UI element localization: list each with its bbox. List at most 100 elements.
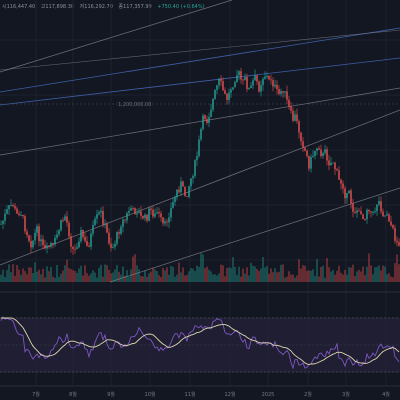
candle-body: [306, 150, 308, 156]
volume-bar: [254, 266, 256, 282]
candle-body: [4, 213, 6, 221]
volume-bar: [266, 265, 268, 282]
candle-body: [42, 239, 44, 245]
volume-bar: [156, 271, 158, 282]
candle-body: [20, 215, 22, 216]
candle-body: [58, 230, 60, 235]
candle-body: [30, 240, 32, 248]
candle-body: [396, 240, 398, 243]
volume-bar: [232, 257, 234, 282]
candle-body: [90, 233, 92, 247]
volume-bar: [292, 274, 294, 282]
volume-bar: [54, 277, 56, 282]
candle-body: [252, 80, 254, 86]
volume-bar: [126, 270, 128, 282]
volume-bar: [290, 274, 292, 282]
volume-bar: [100, 264, 102, 282]
candle-body: [254, 75, 256, 81]
volume-bar: [246, 267, 248, 282]
volume-bar: [16, 265, 18, 282]
volume-bar: [206, 266, 208, 282]
volume-bar: [250, 262, 252, 282]
candle-body: [238, 71, 240, 76]
candle-body: [202, 115, 204, 129]
volume-bar: [328, 267, 330, 282]
volume-bar: [46, 266, 48, 282]
volume-bar: [358, 269, 360, 282]
volume-bar: [272, 272, 274, 282]
ohlc-close: 종117,357.99: [118, 4, 152, 10]
ohlc-open: 시116,447.40: [2, 4, 36, 10]
x-axis-label: 8월: [69, 391, 77, 398]
volume-bar: [356, 271, 358, 282]
volume-bar: [264, 267, 266, 282]
volume-bar: [62, 270, 64, 282]
volume-bar: [312, 269, 314, 282]
volume-bar: [38, 269, 40, 282]
candle-body: [358, 210, 360, 212]
volume-bar: [184, 275, 186, 282]
candle-body: [292, 110, 294, 121]
candle-body: [334, 162, 336, 170]
volume-bar: [278, 271, 280, 282]
candle-body: [134, 208, 136, 215]
volume-bar: [132, 256, 134, 282]
candle-body: [14, 206, 16, 209]
volume-bar: [354, 275, 356, 282]
candle-body: [6, 209, 8, 214]
candle-body: [76, 247, 78, 250]
volume-bar: [154, 269, 156, 282]
candle-body: [170, 207, 172, 218]
candle-body: [226, 93, 228, 100]
volume-bar: [244, 273, 246, 282]
candle-body: [104, 223, 106, 225]
candle-body: [244, 77, 246, 80]
candle-body: [258, 81, 260, 92]
candle-body: [26, 231, 28, 236]
volume-bar: [12, 264, 14, 282]
candle-body: [10, 205, 12, 206]
candle-body: [364, 219, 366, 220]
candle-body: [298, 121, 300, 133]
candle-body: [178, 189, 180, 193]
candle-body: [176, 189, 178, 198]
rsi-ma-line: [1, 317, 400, 365]
volume-bar: [84, 265, 86, 282]
candle-body: [398, 242, 400, 246]
candle-body: [70, 236, 72, 247]
volume-bar: [14, 275, 16, 282]
volume-bar: [144, 270, 146, 282]
candle-body: [108, 232, 110, 244]
volume-bar: [146, 276, 148, 282]
candle-body: [232, 87, 234, 90]
volume-bar: [152, 267, 154, 282]
volume-bar: [224, 276, 226, 282]
candle-body: [168, 217, 170, 223]
candle-body: [80, 229, 82, 242]
candle-body: [234, 82, 236, 88]
candle-body: [140, 211, 142, 216]
volume-bar: [398, 264, 400, 282]
candle-body: [120, 226, 122, 234]
volume-bar: [274, 268, 276, 282]
candle-body: [74, 248, 76, 250]
candle-body: [148, 208, 150, 221]
volume-bar: [268, 273, 270, 282]
candle-body: [32, 240, 34, 248]
candle-body: [348, 190, 350, 194]
volume-bar: [238, 266, 240, 282]
volume-bar: [210, 271, 212, 282]
volume-bar: [230, 267, 232, 282]
volume-bar: [298, 259, 300, 282]
volume-bar: [114, 269, 116, 282]
candle-body: [236, 75, 238, 83]
candle-body: [214, 90, 216, 99]
volume-bar: [98, 267, 100, 282]
candle-body: [248, 88, 250, 90]
candle-body: [138, 211, 140, 214]
candle-body: [304, 147, 306, 151]
candle-body: [150, 208, 152, 210]
volume-bar: [344, 269, 346, 282]
